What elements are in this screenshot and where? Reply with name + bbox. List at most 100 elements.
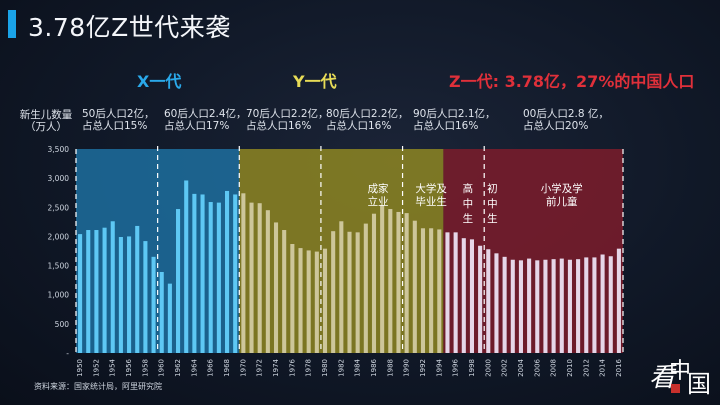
bar-1991 xyxy=(412,220,417,353)
source-note: 资料来源：国家统计局，阿里研究院 xyxy=(34,382,162,391)
bar-1959 xyxy=(151,256,156,353)
annotation-char: 生 xyxy=(463,212,474,225)
x-tick-label: 2006 xyxy=(533,358,541,376)
x-tick-label: 1988 xyxy=(386,359,394,377)
x-tick-label: 1952 xyxy=(92,359,100,377)
y-tick-label: 3,000 xyxy=(48,174,70,183)
bar-1951 xyxy=(86,230,91,353)
x-tick-label: 2000 xyxy=(484,359,492,377)
bar-1985 xyxy=(363,223,368,353)
annotation-label: 成家 xyxy=(368,182,389,195)
x-tick-label: 1980 xyxy=(321,359,329,377)
bar-1997 xyxy=(461,238,466,353)
y-tick-label: 2,000 xyxy=(48,232,70,241)
title-accent-bar xyxy=(8,10,16,38)
bar-2004 xyxy=(518,260,523,353)
bar-1990 xyxy=(404,213,409,353)
x-tick-label: 1996 xyxy=(452,358,460,376)
decade-note-line1: 70后人口2.2亿， xyxy=(246,108,329,120)
annotation-char: 高 xyxy=(463,182,474,195)
y-generation-label: Y一代 xyxy=(293,72,337,91)
decade-note-line1: 90后人口2.1亿， xyxy=(413,108,496,120)
x-tick-label: 1994 xyxy=(435,358,443,376)
bar-1955 xyxy=(118,237,123,353)
bar-2015 xyxy=(608,256,613,353)
decade-note-line2: 占总人口15% xyxy=(82,120,148,132)
bar-1975 xyxy=(282,230,287,353)
kan-zhongguo-logo: 看 中 国 xyxy=(649,359,711,398)
decade-note-line1: 60后人口2.4亿， xyxy=(164,108,247,120)
bar-2002 xyxy=(502,256,507,353)
bar-2011 xyxy=(576,259,581,353)
x-tick-label: 1978 xyxy=(305,359,313,377)
bar-1996 xyxy=(453,232,458,353)
bar-1960 xyxy=(159,271,164,353)
x-tick-label: 1962 xyxy=(174,359,182,377)
bar-1971 xyxy=(249,202,254,353)
page-title: 3.78亿Z世代来袭 xyxy=(28,13,231,42)
x-tick-label: 2010 xyxy=(566,359,574,377)
x-generation-label: X一代 xyxy=(137,72,182,91)
annotation-label: 大学及 xyxy=(415,182,447,195)
bar-1984 xyxy=(355,232,360,353)
bar-2014 xyxy=(600,254,605,353)
annotation-label: 前儿童 xyxy=(546,195,578,208)
y-tick-label: 1,000 xyxy=(48,291,70,300)
x-tick-label: 1998 xyxy=(468,359,476,377)
bar-1977 xyxy=(298,248,303,353)
annotation-label: 立业 xyxy=(368,195,389,208)
bar-1994 xyxy=(437,229,442,353)
annotation-label: 毕业生 xyxy=(415,195,447,208)
x-tick-label: 1976 xyxy=(288,358,296,376)
decade-note-1970s: 70后人口2.2亿， 占总人口16% xyxy=(246,108,329,132)
x-tick-label: 2004 xyxy=(517,358,525,376)
y-tick-label: 3,500 xyxy=(48,145,70,154)
svg-text:国: 国 xyxy=(687,370,711,398)
bar-1970 xyxy=(241,193,246,353)
decade-note-1980s: 80后人口2.2亿， 占总人口16% xyxy=(326,108,409,132)
x-tick-label: 1990 xyxy=(403,359,411,377)
x-tick-label: 2014 xyxy=(599,358,607,376)
y-tick-label: 2,500 xyxy=(48,203,70,212)
annotation-char: 中 xyxy=(487,197,498,210)
annotation-label: 小学及学 xyxy=(541,182,583,195)
bar-1961 xyxy=(167,283,172,353)
bar-2003 xyxy=(510,259,515,353)
x-tick-label: 1964 xyxy=(190,358,198,376)
svg-text:中: 中 xyxy=(669,359,691,384)
bar-1962 xyxy=(176,209,181,353)
bar-1998 xyxy=(469,239,475,353)
x-tick-label: 1974 xyxy=(272,358,280,376)
x-tick-label: 2008 xyxy=(550,359,558,377)
bar-1969 xyxy=(233,194,238,353)
x-tick-label: 1954 xyxy=(109,358,117,376)
decade-note-2000s: 00后人口2.8 亿， 占总人口20% xyxy=(523,108,609,132)
x-tick-label: 1950 xyxy=(76,359,84,377)
x-tick-label: 1966 xyxy=(207,358,215,376)
bar-1968 xyxy=(224,190,230,353)
bar-1992 xyxy=(420,228,426,353)
decade-note-line2: 占总人口16% xyxy=(413,120,479,132)
bar-2005 xyxy=(527,258,532,353)
x-tick-label: 2012 xyxy=(582,359,590,377)
bar-1957 xyxy=(135,225,140,353)
bar-2013 xyxy=(592,257,597,353)
x-tick-label: 1982 xyxy=(337,359,345,377)
bar-1952 xyxy=(94,230,99,353)
y-tick-label: 1,500 xyxy=(48,262,70,271)
bar-2006 xyxy=(535,260,540,353)
bar-1974 xyxy=(273,222,279,353)
x-tick-label: 1970 xyxy=(239,359,247,377)
bar-1973 xyxy=(265,210,270,353)
bar-1965 xyxy=(200,194,205,353)
decade-note-line1: 50后人口2亿， xyxy=(82,108,155,120)
bar-1967 xyxy=(216,202,221,353)
x-tick-label: 1958 xyxy=(141,359,149,377)
bar-2001 xyxy=(494,253,499,353)
bar-1956 xyxy=(127,236,132,353)
x-tick-label: 1968 xyxy=(223,359,231,377)
generation-band-1950 xyxy=(76,149,240,353)
x-tick-label: 1986 xyxy=(370,358,378,376)
bar-1999 xyxy=(478,245,483,353)
